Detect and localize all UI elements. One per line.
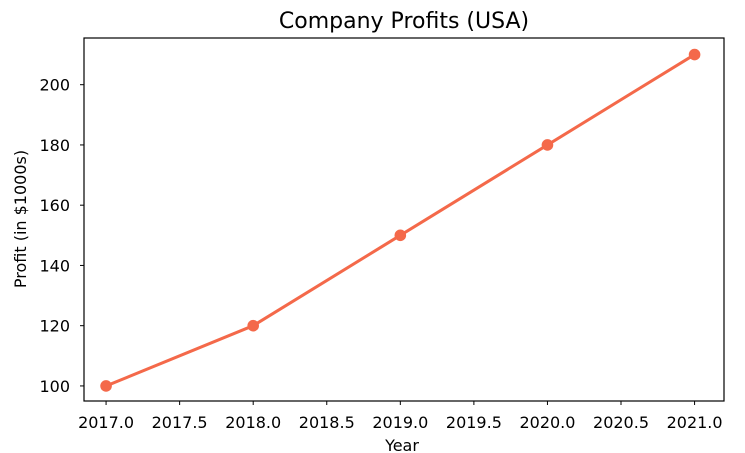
data-point [247, 319, 259, 332]
x-tick-label: 2019.5 [446, 413, 502, 432]
data-point [688, 48, 701, 61]
plot-area [83, 37, 725, 402]
x-tick-label: 2020.0 [519, 413, 575, 432]
y-tick-label: 200 [39, 76, 70, 95]
profit-points [100, 48, 701, 392]
y-axis-label: Profit (in $1000s) [11, 150, 30, 288]
x-axis-ticks: 2017.0 2017.5 2018.0 2018.5 2019.0 2019.5 2020… [78, 401, 723, 432]
x-tick-label: 2021.0 [667, 413, 723, 432]
y-tick-label: 160 [39, 196, 70, 215]
y-tick-label: 180 [39, 136, 70, 155]
x-tick-label: 2020.5 [593, 413, 649, 432]
x-tick-label: 2018.0 [225, 413, 281, 432]
x-tick-label: 2019.0 [372, 413, 428, 432]
profit-line [104, 53, 697, 388]
x-tick-label: 2018.5 [299, 413, 355, 432]
data-point [100, 380, 112, 392]
x-tick-label: 2017.5 [152, 413, 208, 432]
y-tick-label: 120 [39, 317, 70, 336]
y-tick-label: 140 [39, 256, 70, 275]
y-tick-label: 100 [39, 377, 70, 396]
x-tick-label: 2017.0 [78, 413, 134, 432]
data-point [394, 229, 407, 242]
y-axis-ticks: 100 120 140 160 180 200 [39, 76, 84, 396]
chart-title: Company Profits (USA) [279, 9, 529, 34]
data-point [541, 139, 554, 151]
x-axis-label: Year [384, 436, 419, 453]
